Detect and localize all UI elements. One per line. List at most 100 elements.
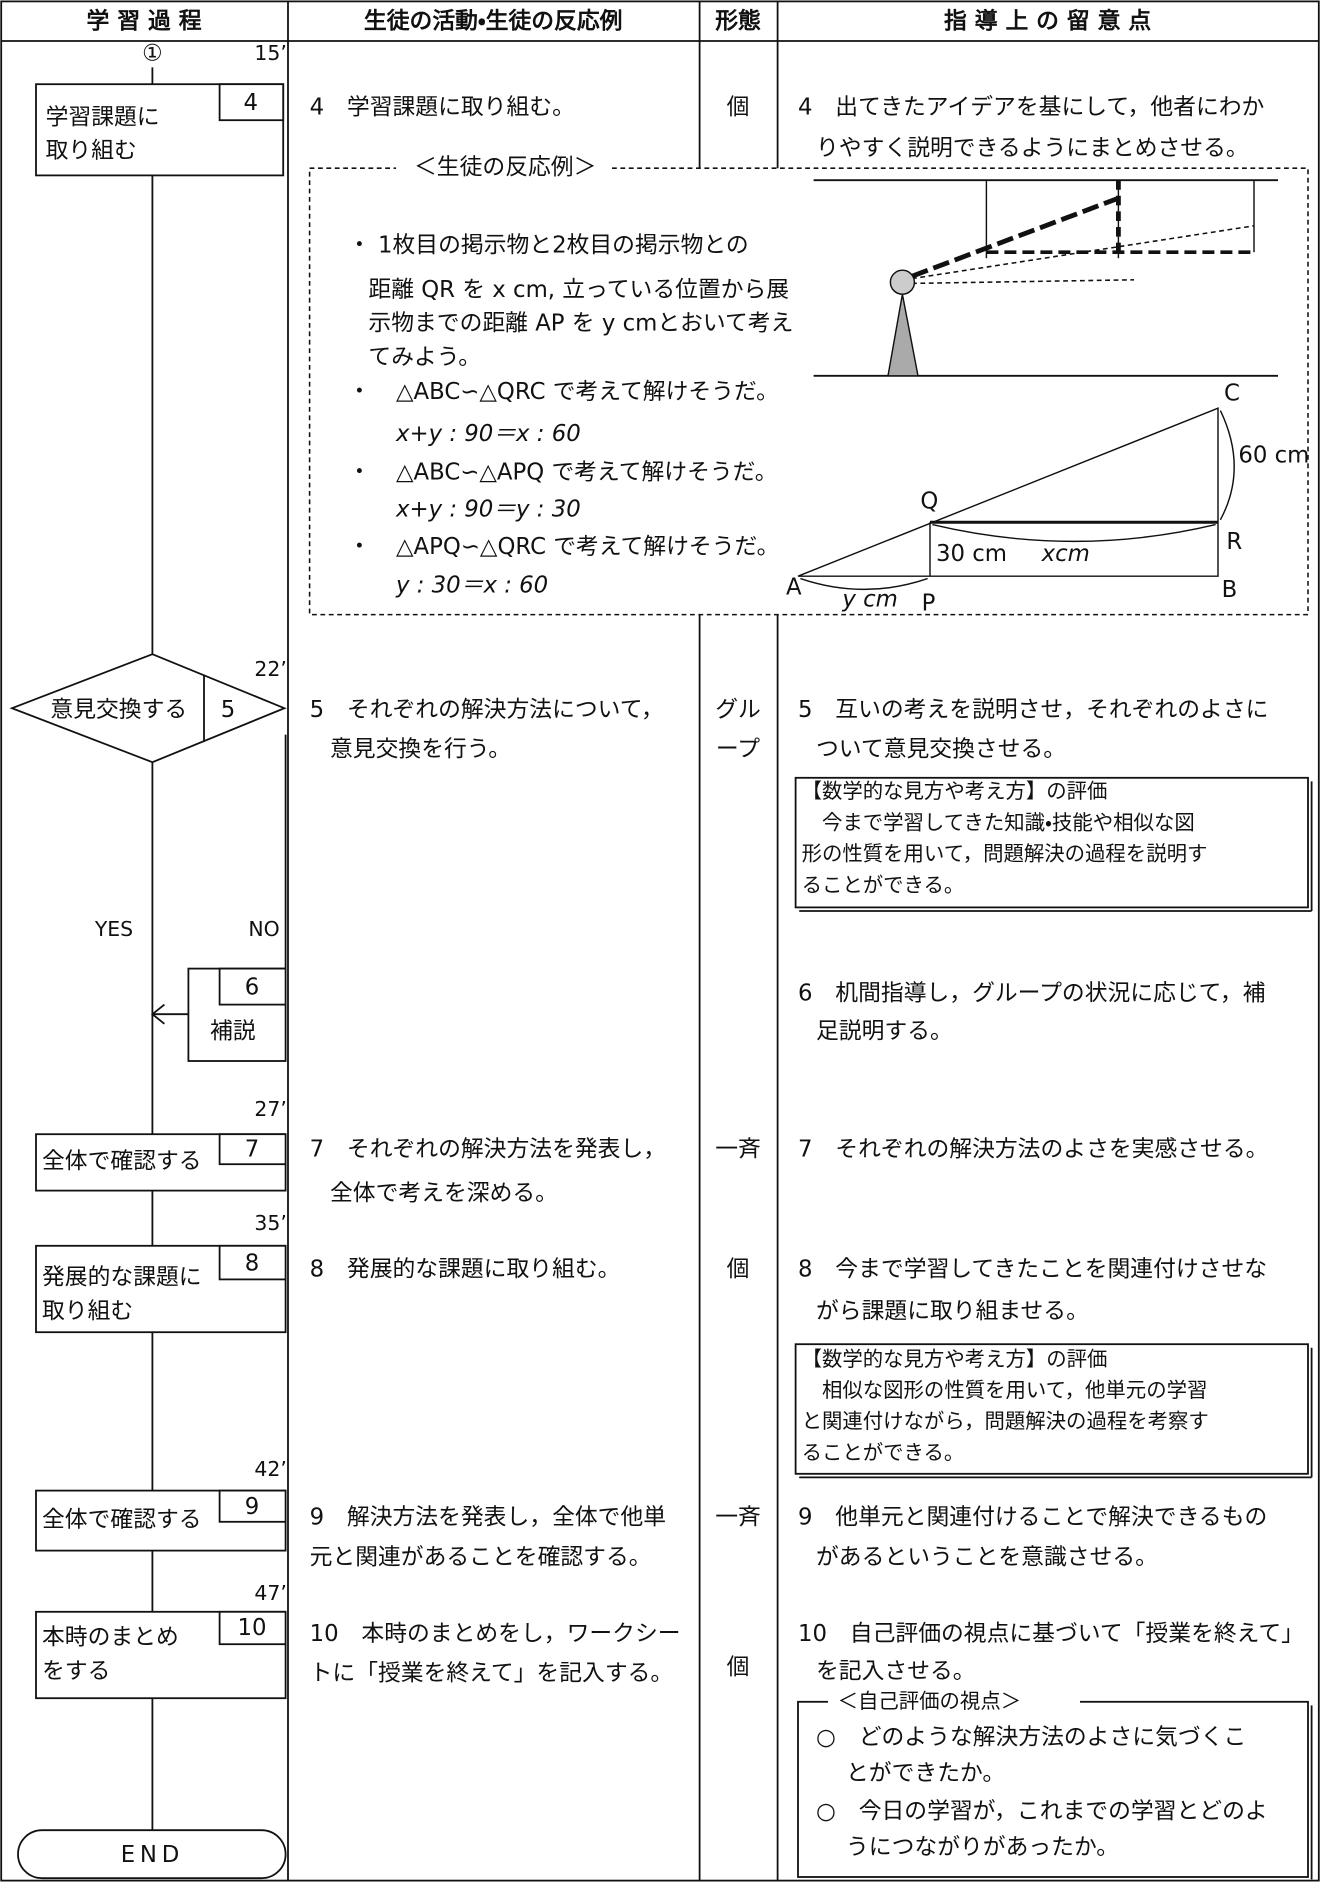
activity: 10 本時のまとめをし，ワークシー — [310, 1621, 681, 1647]
node-label: 全体で確認する — [42, 1507, 202, 1533]
form: ープ — [716, 737, 760, 763]
node-number: 10 — [237, 1615, 266, 1641]
reaction-box — [308, 167, 1309, 616]
self-evaluation-line: うにつながりがあったか。 — [846, 1835, 1119, 1861]
node-label: 本時のまとめ — [42, 1625, 179, 1651]
end-label: END — [121, 1842, 184, 1868]
node-label: 補説 — [210, 1019, 256, 1045]
node-number: 4 — [244, 90, 259, 116]
bullet: ・ — [348, 379, 371, 405]
header-cell: 指 導 上 の 留 意 点 — [944, 7, 1151, 34]
reaction-title-bg — [396, 153, 612, 183]
figure-point: A — [786, 575, 802, 601]
node-number: 5 — [221, 697, 236, 723]
bullet: ・ — [348, 534, 371, 560]
reaction-line: x+y : 90＝y : 30 — [395, 497, 581, 523]
evaluation-line: 相似な図形の性質を用いて，他単元の学習 — [802, 1378, 1208, 1402]
header-cell: 生徒の活動・生徒の反応例 — [364, 7, 623, 34]
form: 個 — [727, 1655, 750, 1681]
time: 42’ — [254, 1457, 286, 1481]
evaluation-line: と関連付けながら，問題解決の過程を考察す — [802, 1409, 1209, 1433]
form: 一斉 — [715, 1505, 761, 1531]
guidance: 6 机間指導し，グループの状況に応じて，補 — [798, 980, 1265, 1006]
evaluation-line: ることができる。 — [802, 1440, 965, 1464]
figure-length: 60 cm — [1238, 443, 1309, 469]
self-evaluation-line: とができたか。 — [846, 1760, 1005, 1786]
guidance: ついて意見交換させる。 — [816, 737, 1066, 763]
node-number: 6 — [245, 974, 260, 1000]
reaction-line: y : 30＝x : 60 — [395, 572, 548, 598]
node-number: 7 — [245, 1136, 260, 1162]
start: ① — [142, 41, 162, 67]
self-evaluation-title: ＜自己評価の視点＞ — [838, 1689, 1022, 1713]
guidance: 7 それぞれの解決方法のよさを実感させる。 — [798, 1136, 1268, 1162]
reaction-line: 示物までの距離 AP を y cmとおいて考え — [368, 311, 793, 337]
reaction-line: 1枚目の掲示物と2枚目の掲示物との — [378, 233, 749, 259]
guidance: があるということを意識させる。 — [816, 1544, 1158, 1570]
time: 22’ — [254, 657, 286, 681]
evaluation-box — [794, 1343, 1313, 1479]
node-number: 9 — [245, 1494, 260, 1520]
reaction-line: △ABC∽△QRC で考えて解けそうだ。 — [396, 379, 779, 405]
self-evaluation-box — [797, 1687, 1313, 1880]
activity: 意見交換を行う。 — [330, 737, 511, 763]
form: グル — [715, 697, 761, 723]
reaction-line: △APQ∽△QRC で考えて解けそうだ。 — [396, 534, 779, 560]
figure-point: C — [1224, 380, 1240, 406]
node-label: 意見交換する — [50, 697, 187, 723]
branch-label: YES — [94, 917, 133, 941]
illustration — [797, 179, 1278, 591]
node-label: 学習課題に — [46, 104, 160, 130]
guidance: 9 他単元と関連付けることで解決できるもの — [798, 1505, 1267, 1531]
guidance: 4 出てきたアイデアを基にして，他者にわか — [798, 95, 1264, 121]
node-label: をする — [42, 1658, 110, 1684]
figure-point: R — [1226, 529, 1242, 555]
activity: トに「授業を終えて」を記入する。 — [310, 1661, 674, 1687]
figure-point: B — [1222, 577, 1238, 603]
guidance: 5 互いの考えを説明させ，それぞれのよさに — [798, 697, 1268, 723]
reaction-line: 距離 QR を x cm, 立っている位置から展 — [368, 277, 789, 303]
reaction-line: x+y : 90＝x : 60 — [395, 421, 581, 447]
form: 個 — [727, 1256, 750, 1282]
figure-length: xcm — [1041, 541, 1090, 567]
bullet: ・ — [348, 233, 371, 259]
figure-point: Q — [920, 488, 938, 514]
flowchart — [9, 67, 287, 1880]
guidance: 8 今まで学習してきたことを関連付けさせな — [798, 1256, 1267, 1282]
evaluation-line: 今まで学習してきた知識・技能や相似な図 — [802, 810, 1195, 834]
bullet: ・ — [348, 460, 371, 486]
activity: 7 それぞれの解決方法を発表し， — [310, 1136, 666, 1162]
guidance: 足説明する。 — [816, 1019, 953, 1045]
time: 35’ — [254, 1211, 286, 1235]
activity: 8 発展的な課題に取り組む。 — [310, 1256, 621, 1282]
activity: 4 学習課題に取り組む。 — [310, 95, 575, 121]
activity: 5 それぞれの解決方法について， — [310, 697, 664, 723]
figure-point: P — [922, 590, 936, 616]
reaction-line: △ABC∽△APQ で考えて解けそうだ。 — [396, 460, 778, 486]
guidance: を記入させる。 — [816, 1658, 976, 1684]
node-number: 8 — [245, 1250, 260, 1276]
evaluation-line: ることができる。 — [802, 873, 965, 897]
reaction-line: てみよう。 — [368, 344, 481, 370]
time: 15’ — [254, 41, 286, 65]
activity: 全体で考えを深める。 — [330, 1181, 558, 1207]
node-label: 発展的な課題に — [42, 1265, 202, 1291]
guidance: がら課題に取り組ませる。 — [816, 1298, 1089, 1324]
guidance: りやすく説明できるようにまとめさせる。 — [816, 136, 1249, 162]
evaluation-line: 形の性質を用いて，問題解決の過程を説明す — [802, 842, 1208, 866]
evaluation-line: 【数学的な見方や考え方】の評価 — [802, 1347, 1108, 1371]
evaluation-line: 【数学的な見方や考え方】の評価 — [802, 779, 1108, 803]
form: 一斉 — [715, 1136, 761, 1162]
node-label: 取り組む — [42, 1298, 133, 1324]
node-label: 取り組む — [46, 138, 137, 164]
figure-length: 30 cm — [936, 541, 1007, 567]
time: 47’ — [254, 1581, 286, 1605]
time: 27’ — [254, 1097, 286, 1121]
self-evaluation-line: ○ どのような解決方法のよさに気づくこ — [816, 1724, 1246, 1750]
evaluation-box — [794, 776, 1313, 912]
branch-label: NO — [248, 917, 279, 941]
